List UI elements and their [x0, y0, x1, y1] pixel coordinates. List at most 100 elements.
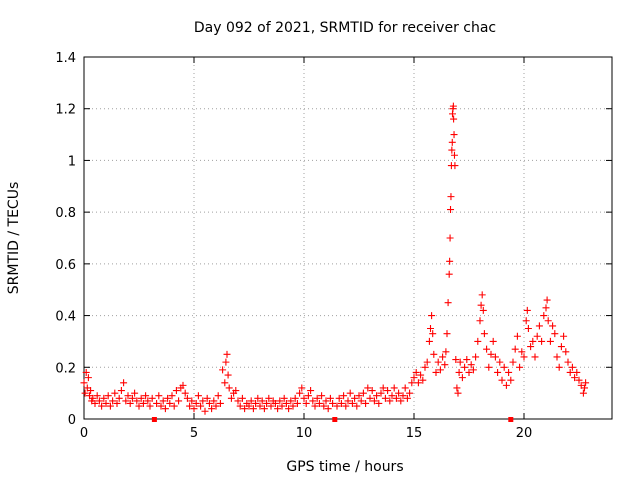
data-point: [377, 389, 385, 397]
y-tick-label: 0.4: [55, 310, 76, 325]
data-point: [370, 397, 378, 405]
data-point: [573, 368, 581, 376]
y-tick-label: 0: [68, 413, 76, 428]
data-point: [412, 368, 420, 376]
data-point: [511, 345, 519, 353]
data-point: [236, 402, 244, 410]
data-point: [373, 392, 381, 400]
data-point: [428, 312, 436, 320]
data-point: [518, 348, 526, 356]
data-point: [450, 115, 458, 123]
data-point: [351, 394, 359, 402]
data-point: [256, 402, 264, 410]
data-point: [285, 405, 293, 413]
data-point: [513, 332, 521, 340]
gap-markers: [151, 417, 514, 422]
data-point: [142, 392, 150, 400]
data-point: [87, 387, 95, 395]
data-point: [436, 366, 444, 374]
data-point: [542, 304, 550, 312]
data-point: [564, 358, 572, 366]
data-point: [89, 394, 97, 402]
y-tick-label: 0.2: [55, 361, 76, 376]
data-point: [485, 363, 493, 371]
data-point: [507, 376, 515, 384]
data-point: [452, 356, 460, 364]
data-point: [551, 330, 559, 338]
data-point: [199, 397, 207, 405]
gap-marker: [508, 417, 514, 422]
data-point: [135, 402, 143, 410]
data-point: [221, 379, 229, 387]
data-point: [384, 387, 392, 395]
data-point: [205, 399, 213, 407]
data-point: [224, 371, 232, 379]
data-point: [320, 402, 328, 410]
data-point: [498, 376, 506, 384]
data-point: [461, 363, 469, 371]
data-point: [223, 350, 231, 358]
data-point: [263, 399, 271, 407]
data-point: [208, 405, 216, 413]
data-point: [571, 374, 579, 382]
data-point: [234, 397, 242, 405]
data-point: [381, 394, 389, 402]
data-point: [309, 397, 317, 405]
data-point: [477, 301, 485, 309]
gap-marker: [332, 417, 338, 422]
data-point: [434, 358, 442, 366]
data-point: [441, 361, 449, 369]
data-point: [144, 397, 152, 405]
data-point: [214, 392, 222, 400]
data-point: [494, 368, 502, 376]
data-point: [549, 322, 557, 330]
data-point: [329, 399, 337, 407]
data-point: [448, 138, 456, 146]
data-point: [458, 374, 466, 382]
data-point: [531, 353, 539, 361]
data-point: [232, 387, 240, 395]
data-point: [333, 402, 341, 410]
data-point: [166, 399, 174, 407]
data-point: [419, 376, 427, 384]
data-point: [278, 402, 286, 410]
data-point: [560, 332, 568, 340]
data-point: [480, 330, 488, 338]
data-point: [241, 405, 249, 413]
data-point: [538, 337, 546, 345]
data-point: [483, 345, 491, 353]
data-point: [368, 387, 376, 395]
data-point: [359, 389, 367, 397]
data-point: [175, 397, 183, 405]
data-point: [582, 379, 590, 387]
data-point: [84, 374, 92, 382]
data-point: [362, 399, 370, 407]
data-point: [444, 299, 452, 307]
data-point: [124, 392, 132, 400]
data-point: [216, 399, 224, 407]
data-point: [274, 405, 282, 413]
data-point: [126, 399, 134, 407]
data-point: [447, 206, 455, 214]
data-point: [430, 350, 438, 358]
data-point: [81, 389, 89, 397]
data-point: [148, 394, 156, 402]
data-point: [386, 397, 394, 405]
y-tick-label: 0.8: [55, 206, 76, 221]
y-axis-label: SRMTID / TECUs: [6, 182, 22, 295]
data-point: [95, 397, 103, 405]
y-tick-label: 1: [68, 154, 76, 169]
data-point: [410, 374, 418, 382]
data-point: [520, 353, 528, 361]
data-point: [168, 392, 176, 400]
x-tick-label: 15: [406, 426, 423, 441]
data-point: [287, 397, 295, 405]
data-point: [432, 368, 440, 376]
data-point: [562, 348, 570, 356]
data-point: [449, 102, 457, 110]
data-point: [390, 384, 398, 392]
data-point: [307, 387, 315, 395]
data-point: [544, 317, 552, 325]
data-point: [82, 368, 90, 376]
